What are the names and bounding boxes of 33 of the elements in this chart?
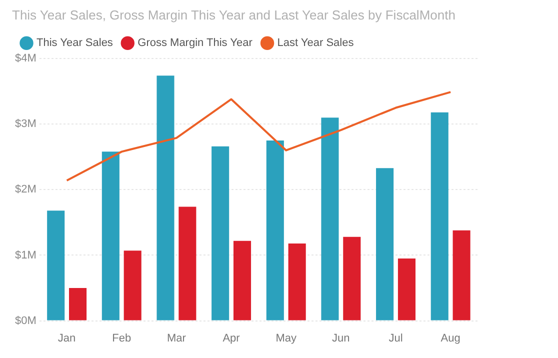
- bar: [124, 250, 142, 320]
- x-tick-label: Feb: [112, 332, 132, 344]
- bar: [266, 140, 284, 320]
- legend-label: Last Year Sales: [277, 37, 354, 50]
- bar: [47, 210, 65, 320]
- legend-label: This Year Sales: [36, 37, 114, 50]
- bar: [212, 146, 230, 320]
- y-tick-label: $1M: [14, 249, 36, 262]
- x-tick-label: Aug: [440, 332, 460, 344]
- y-tick-label: $2M: [14, 184, 36, 196]
- bar: [343, 236, 361, 320]
- bar: [178, 206, 196, 320]
- x-tick-label: Mar: [166, 332, 186, 344]
- bar: [321, 118, 339, 320]
- y-tick-label: $4M: [14, 52, 36, 65]
- x-tick-label: Jun: [332, 332, 350, 344]
- x-tick-label: Jan: [58, 332, 76, 344]
- bar: [288, 243, 306, 320]
- legend-label: Gross Margin This Year: [138, 37, 253, 50]
- y-tick-label: $0M: [14, 314, 36, 327]
- bar: [102, 152, 120, 320]
- bar: [233, 240, 252, 320]
- bar: [452, 230, 470, 320]
- bar: [69, 288, 87, 320]
- bar: [430, 112, 448, 320]
- bar: [398, 258, 416, 320]
- y-tick-label: $3M: [14, 118, 36, 130]
- bar: [156, 76, 174, 320]
- chart-title: This Year Sales, Gross Margin This Year and Last Year Sales by FiscalMonth: [12, 7, 456, 22]
- bar: [376, 168, 394, 320]
- x-tick-label: Jul: [388, 332, 403, 344]
- x-tick-label: May: [276, 332, 297, 344]
- x-tick-label: Apr: [222, 332, 240, 344]
